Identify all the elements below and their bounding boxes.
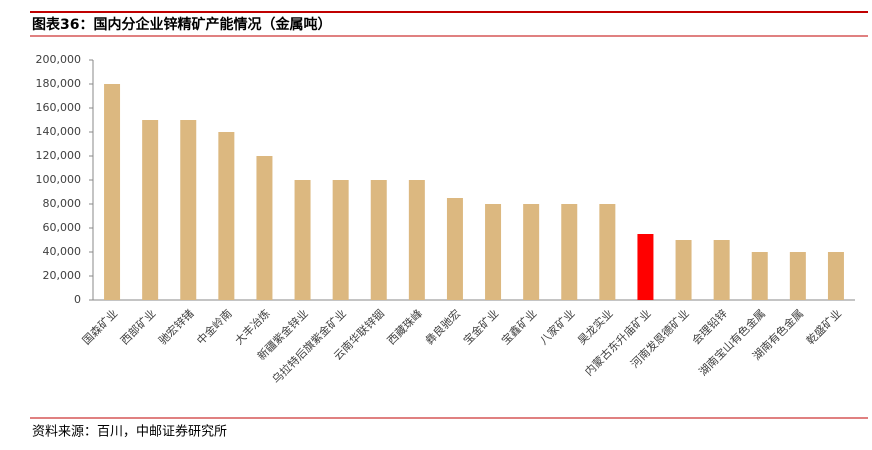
chart-title: 图表36：国内分企业锌精矿产能情况（金属吨）: [32, 16, 331, 33]
y-tick-label: 20,000: [43, 269, 82, 282]
x-tick-label: 彝良驰宏: [422, 306, 463, 347]
bar: [637, 234, 654, 300]
bar: [523, 204, 540, 300]
bar: [294, 180, 311, 300]
bar: [408, 180, 425, 300]
y-tick-label: 100,000: [36, 173, 82, 186]
bar: [370, 180, 387, 300]
bar: [332, 180, 349, 300]
x-tick-label: 驰宏锌锗: [155, 306, 196, 347]
bar: [446, 198, 463, 300]
bar: [713, 240, 730, 300]
bar: [675, 240, 692, 300]
bar: [485, 204, 502, 300]
x-tick-label: 乾盛矿业: [803, 306, 844, 347]
x-tick-label: 八家矿业: [536, 306, 577, 347]
x-tick-label: 宝鑫矿业: [498, 306, 539, 347]
x-tick-label: 内蒙古东升庙矿业: [582, 306, 654, 378]
y-tick-label: 180,000: [36, 77, 82, 90]
x-tick-label: 乌拉特后旗紫金矿业: [269, 306, 349, 386]
source: 资料来源：百川，中邮证券研究所: [32, 424, 227, 440]
x-tick-label: 湖南宝山有色金属: [696, 306, 768, 378]
bar: [827, 252, 844, 300]
y-tick-label: 40,000: [43, 245, 82, 258]
y-tick-label: 60,000: [43, 221, 82, 234]
bar: [789, 252, 806, 300]
bar: [180, 120, 197, 300]
y-tick-label: 80,000: [43, 197, 82, 210]
bar: [104, 84, 121, 300]
bar: [561, 204, 578, 300]
x-tick-label: 西藏珠峰: [384, 306, 425, 347]
bar: [751, 252, 768, 300]
x-tick-label: 中金岭南: [194, 306, 235, 347]
y-tick-label: 160,000: [36, 101, 82, 114]
x-tick-label: 国森矿业: [79, 306, 120, 347]
y-tick-label: 140,000: [36, 125, 82, 138]
x-tick-label: 西部矿业: [117, 306, 158, 347]
bar: [142, 120, 159, 300]
y-tick-label: 200,000: [36, 53, 82, 66]
x-tick-label: 宝金矿业: [460, 306, 501, 347]
y-tick-label: 120,000: [36, 149, 82, 162]
bar: [256, 156, 273, 300]
bar: [218, 132, 235, 300]
bar: [599, 204, 616, 300]
y-tick-label: 0: [74, 293, 81, 306]
